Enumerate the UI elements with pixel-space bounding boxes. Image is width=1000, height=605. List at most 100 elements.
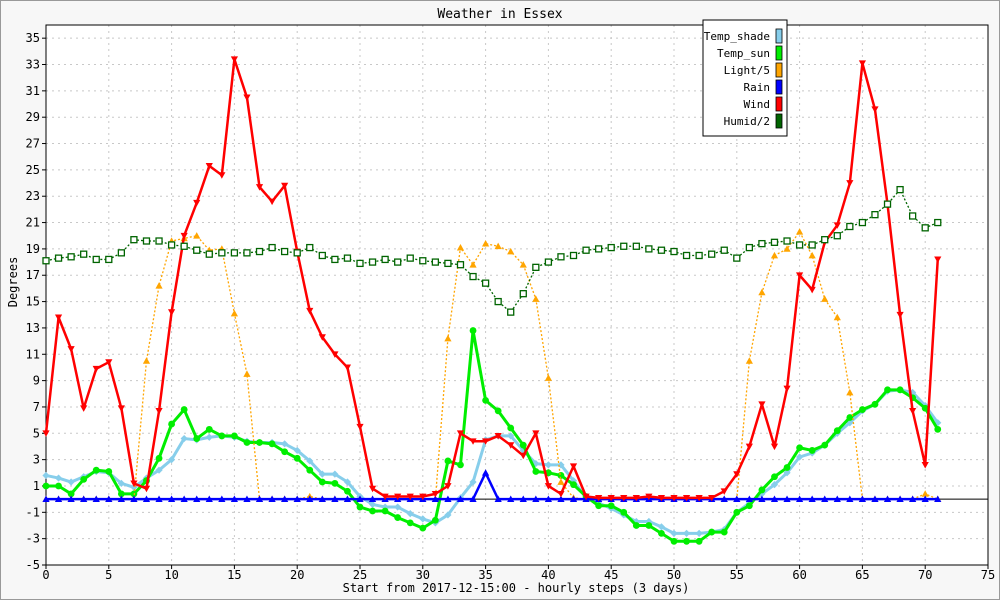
data-point-temp-shade [934, 419, 942, 427]
data-point-rain [883, 495, 892, 503]
data-point-temp-shade [796, 453, 804, 461]
data-point-temp-sun [180, 406, 188, 413]
data-point-temp-sun [469, 327, 477, 334]
data-point-rain [808, 495, 816, 503]
data-point-rain [80, 495, 88, 503]
data-point-rain [921, 495, 929, 503]
data-point-rain [544, 495, 552, 503]
data-point-rain [770, 495, 779, 503]
data-point-humid-2 [544, 258, 553, 266]
data-point-temp-shade [532, 459, 540, 468]
data-point-humid-2 [193, 246, 201, 254]
data-point-wind [695, 494, 703, 502]
data-point-temp-sun [55, 482, 62, 490]
data-point-wind [218, 172, 226, 179]
x-tick-label: 25 [353, 568, 367, 582]
data-point-temp-sun [482, 396, 489, 404]
data-point-temp-sun [658, 529, 665, 537]
y-tick-label: 3 [33, 453, 40, 467]
legend-swatch [775, 62, 783, 78]
y-tick-label: 29 [26, 110, 40, 124]
data-point-rain [243, 495, 251, 503]
data-point-temp-shade [168, 456, 176, 464]
data-point-rain [431, 495, 439, 503]
data-point-light-5 [532, 295, 540, 302]
series-temp-sun [42, 327, 942, 545]
data-point-rain [783, 495, 791, 503]
data-point-humid-2 [105, 255, 113, 264]
data-point-rain [130, 495, 138, 503]
data-point-wind [620, 494, 628, 502]
data-point-humid-2 [481, 279, 490, 287]
y-tick-label: -3 [26, 532, 40, 546]
data-point-rain [532, 495, 540, 503]
y-tick-label: 7 [33, 400, 40, 414]
data-point-temp-sun [67, 490, 75, 498]
data-point-rain [858, 495, 866, 503]
data-point-wind [708, 494, 716, 502]
data-point-temp-sun [632, 522, 640, 529]
data-point-humid-2 [167, 241, 176, 249]
data-point-rain [92, 495, 100, 503]
data-point-temp-shade [670, 529, 678, 537]
data-point-rain [318, 495, 326, 503]
data-point-humid-2 [783, 237, 791, 245]
data-point-temp-sun [833, 427, 841, 435]
legend-swatch [775, 96, 783, 112]
data-point-temp-shade [205, 433, 213, 441]
data-point-wind [783, 385, 791, 393]
data-point-humid-2 [934, 218, 942, 227]
data-point-humid-2 [293, 249, 301, 257]
legend-label: Temp_shade [704, 30, 770, 43]
data-point-rain [180, 495, 188, 503]
data-point-temp-sun [281, 448, 289, 456]
data-point-rain [293, 495, 301, 503]
data-point-temp-sun [921, 404, 929, 412]
data-point-humid-2 [657, 246, 666, 254]
data-point-temp-sun [231, 432, 238, 440]
data-point-light-5 [230, 309, 238, 317]
y-tick-label: -1 [26, 505, 40, 519]
data-point-wind [595, 494, 603, 502]
data-point-light-5 [456, 243, 465, 251]
chart-title: Weather in Essex [437, 7, 562, 22]
data-point-rain [821, 495, 829, 503]
data-point-humid-2 [469, 272, 477, 281]
data-point-temp-sun [896, 386, 904, 394]
series-group [42, 56, 942, 545]
legend-label: Humid/2 [724, 115, 770, 128]
data-point-temp-shade [54, 474, 63, 482]
data-point-rain [482, 469, 490, 476]
data-point-humid-2 [494, 297, 502, 306]
data-point-temp-sun [557, 472, 565, 479]
data-point-wind [833, 222, 841, 229]
data-point-temp-sun [570, 481, 577, 489]
legend-swatch [775, 45, 783, 61]
data-point-humid-2 [280, 247, 289, 256]
data-point-wind [155, 408, 163, 415]
data-point-wind [419, 493, 427, 501]
data-point-temp-sun [607, 502, 615, 510]
data-point-humid-2 [594, 245, 603, 253]
data-point-rain [934, 495, 942, 503]
data-point-light-5 [833, 313, 841, 321]
data-point-temp-sun [745, 502, 753, 510]
y-tick-label: 15 [26, 295, 40, 309]
data-point-rain [871, 495, 879, 503]
data-point-rain [368, 495, 377, 503]
data-point-rain [909, 495, 917, 503]
gridlines [46, 25, 988, 566]
data-point-humid-2 [883, 200, 892, 208]
data-point-wind [770, 443, 779, 451]
data-point-temp-sun [846, 414, 854, 421]
y-axis-label: Degrees [6, 257, 20, 308]
data-point-temp-shade [180, 434, 188, 443]
data-point-rain [155, 495, 163, 503]
data-point-temp-sun [708, 528, 716, 536]
x-tick-label: 50 [667, 568, 681, 582]
data-point-humid-2 [406, 254, 414, 262]
data-point-rain [142, 495, 151, 503]
data-point-wind [456, 430, 465, 437]
legend-label: Wind [744, 98, 771, 111]
data-point-rain [745, 495, 753, 503]
